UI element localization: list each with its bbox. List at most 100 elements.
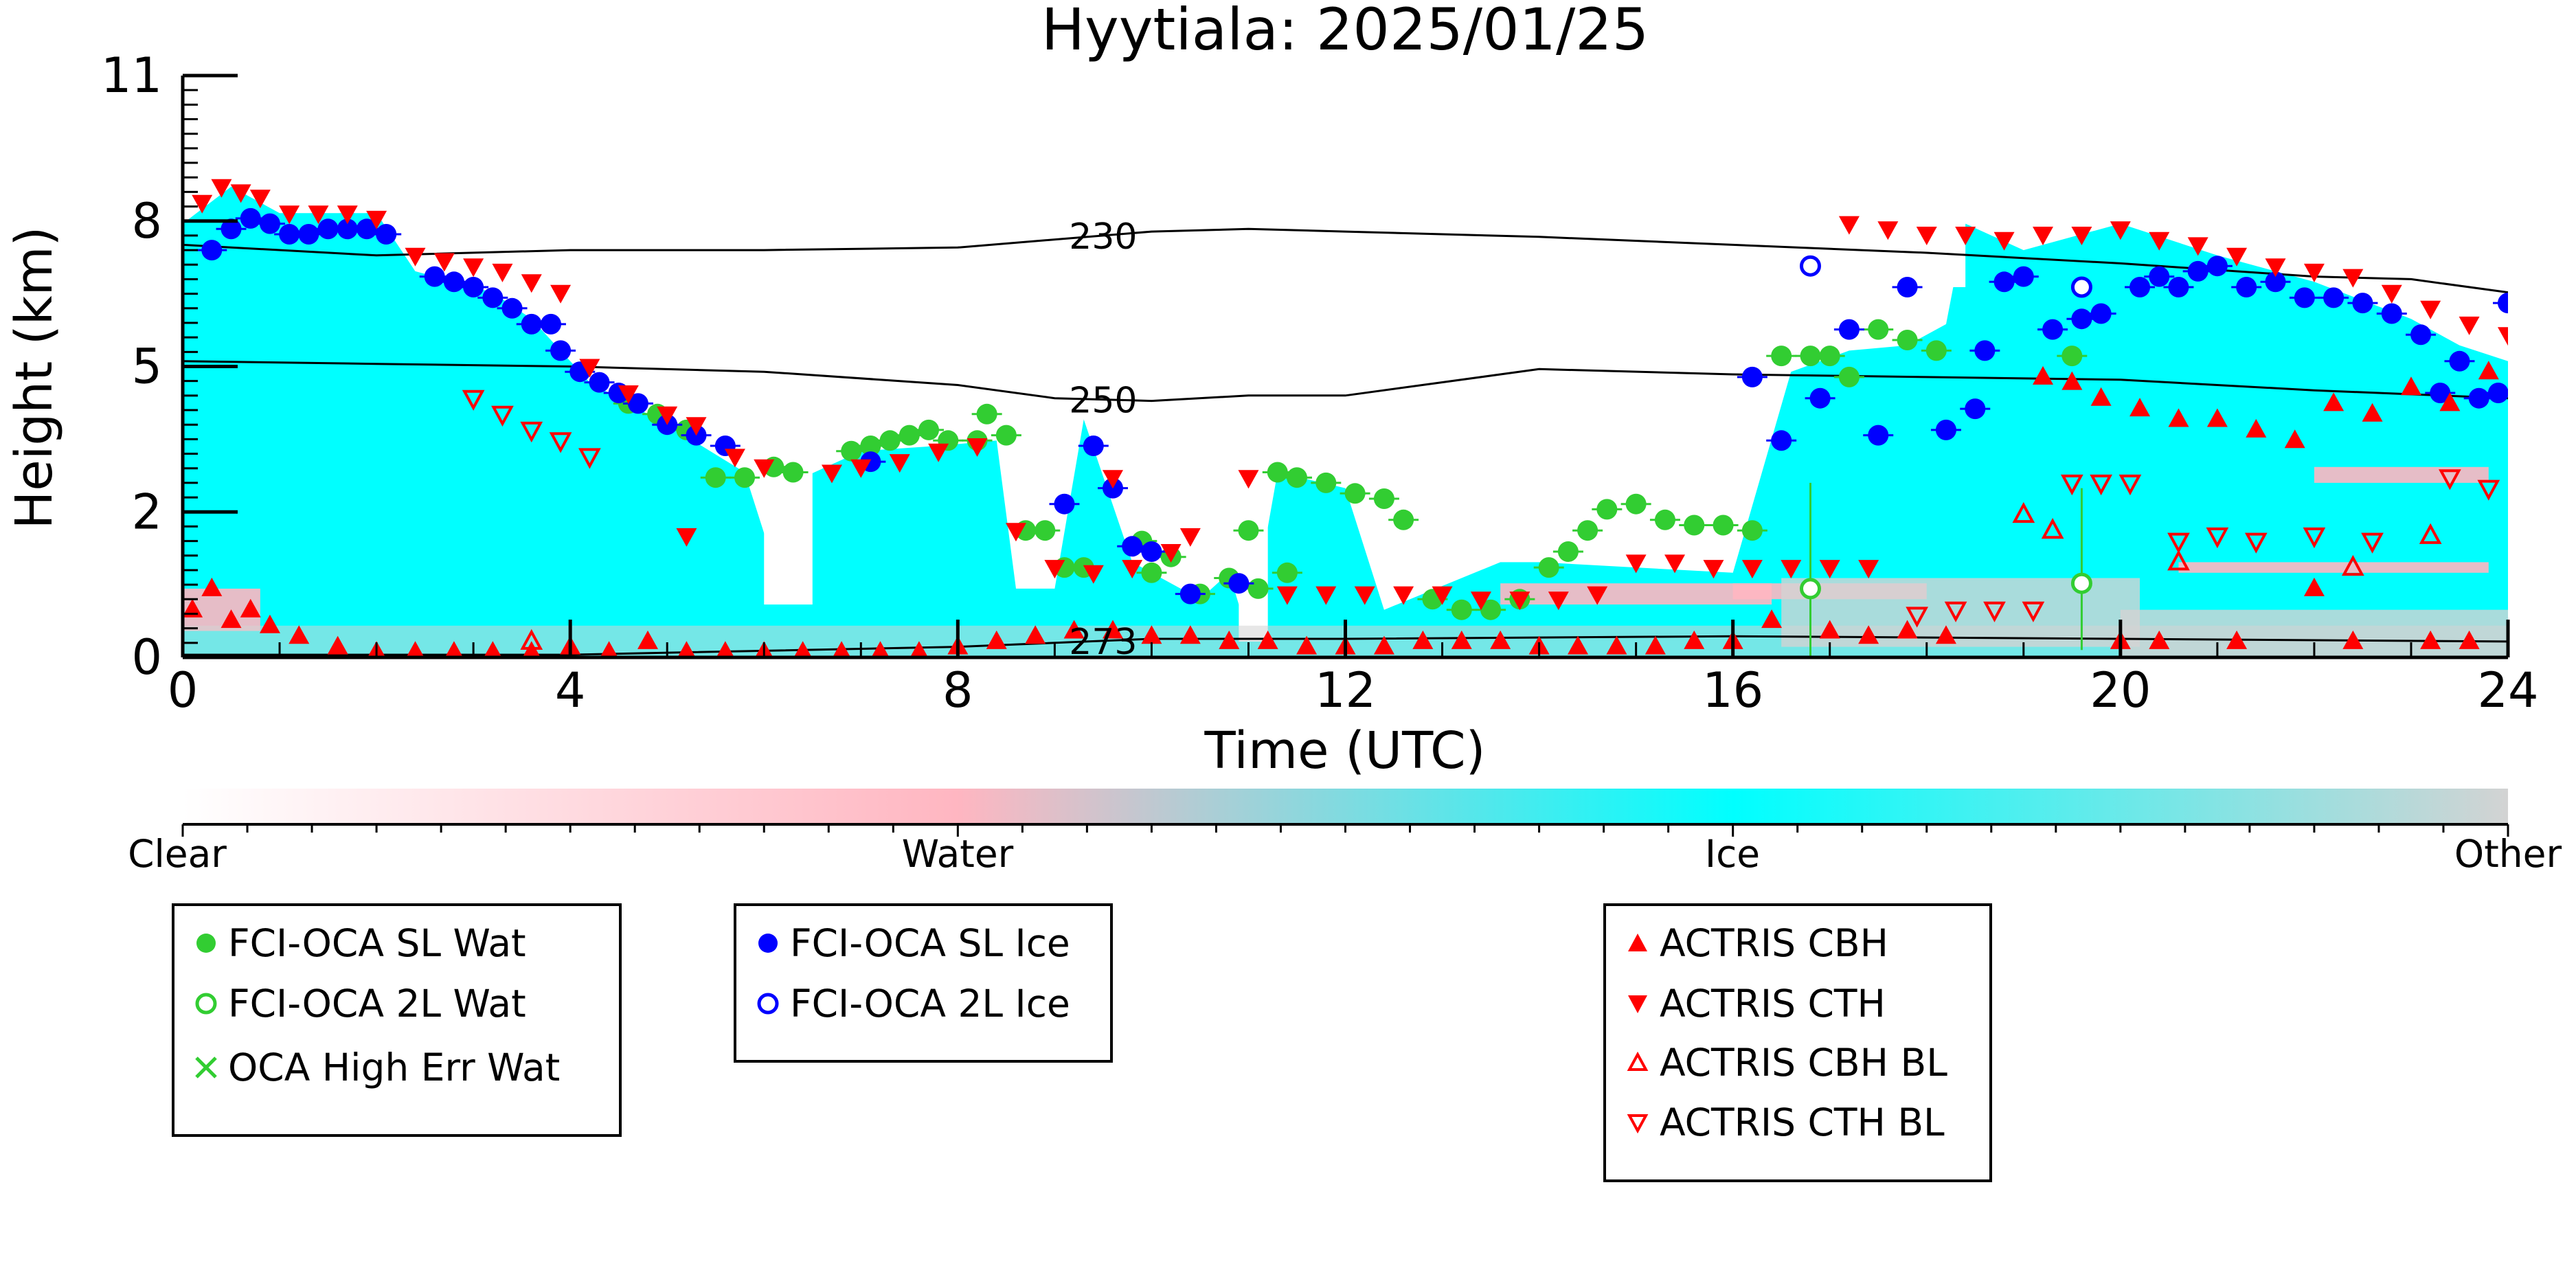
legend-ice: FCI-OCA SL Ice FCI-OCA 2L Ice bbox=[734, 903, 1113, 1063]
y-tick-label: 2 bbox=[131, 484, 162, 540]
chart-title: Hyytiala: 2025/01/25 bbox=[1041, 0, 1649, 63]
marker-fci-oca-sl-ice bbox=[2410, 324, 2432, 346]
marker-actris-cth bbox=[754, 459, 775, 478]
marker-fci-oca-sl-ice bbox=[337, 218, 358, 240]
marker-actris-cbh bbox=[716, 641, 734, 657]
marker-fci-oca-sl-ice bbox=[2323, 287, 2345, 308]
legend-label: FCI-OCA 2L Ice bbox=[790, 982, 1070, 1026]
marker-actris-cth bbox=[2033, 227, 2053, 245]
marker-fci-oca-sl-ice bbox=[1141, 541, 1162, 562]
marker-fci-oca-sl-ice bbox=[240, 207, 261, 229]
marker-fci-oca-sl-ice bbox=[1228, 573, 1250, 594]
marker-actris-cth-bl bbox=[578, 448, 601, 469]
clear-gap bbox=[764, 366, 813, 605]
marker-actris-cth bbox=[492, 263, 513, 282]
marker-actris-cth-bl bbox=[2244, 532, 2268, 554]
marker-fci-oca-sl-ice bbox=[2013, 266, 2034, 287]
marker-fci-oca-sl-wat bbox=[1771, 346, 1792, 367]
marker-fci-oca-sl-ice bbox=[2149, 266, 2170, 287]
marker-fci-oca-sl-ice bbox=[1838, 319, 1860, 340]
marker-fci-oca-sl-wat bbox=[1035, 520, 1056, 541]
marker-fci-oca-sl-wat bbox=[1596, 499, 1618, 520]
marker-actris-cth bbox=[337, 205, 358, 225]
marker-actris-cbh bbox=[1257, 630, 1278, 649]
marker-actris-cth bbox=[1703, 560, 1724, 579]
water-patch bbox=[2314, 466, 2489, 483]
marker-actris-cth-bl bbox=[2022, 601, 2045, 622]
marker-actris-cth bbox=[1432, 586, 1453, 605]
marker-actris-cbh-bl bbox=[2041, 518, 2064, 539]
marker-actris-cth bbox=[676, 528, 697, 547]
marker-fci-oca-sl-ice bbox=[463, 277, 484, 297]
marker-actris-cbh bbox=[2420, 630, 2441, 649]
marker-fci-oca-sl-wat bbox=[1315, 472, 1337, 493]
legend-marker-triangle-down-open-red bbox=[1627, 1114, 1649, 1134]
marker-actris-cth-bl bbox=[2303, 527, 2326, 549]
marker-actris-cbh bbox=[793, 641, 812, 657]
marker-actris-cbh bbox=[2129, 398, 2151, 417]
marker-actris-cth bbox=[2498, 327, 2508, 346]
legend-marker-filled-circle-blue bbox=[758, 934, 778, 953]
marker-actris-cth bbox=[2110, 221, 2131, 240]
marker-actris-cth bbox=[657, 406, 678, 425]
y-tick-label: 11 bbox=[101, 47, 162, 104]
legend-entry: OCA High Err Wat bbox=[191, 1046, 560, 1089]
colorbar-label-clear: Clear bbox=[128, 832, 227, 876]
marker-fci-oca-sl-ice bbox=[2294, 287, 2315, 308]
marker-fci-oca-sl-ice bbox=[550, 340, 572, 361]
marker-actris-cth bbox=[850, 459, 872, 478]
marker-actris-cbh bbox=[327, 635, 348, 655]
legend-entry: FCI-OCA 2L Wat bbox=[191, 982, 526, 1026]
x-tick-label: 16 bbox=[1702, 662, 1763, 719]
marker-fci-oca-sl-ice bbox=[2206, 256, 2228, 277]
marker-actris-cth bbox=[308, 205, 329, 225]
marker-actris-cth bbox=[889, 454, 910, 473]
marker-fci-oca-sl-ice bbox=[1897, 277, 1918, 297]
marker-actris-cbh bbox=[2226, 630, 2248, 649]
marker-actris-cth-bl bbox=[491, 405, 514, 427]
legend-entry: ACTRIS CBH BL bbox=[1623, 1041, 1947, 1085]
x-tick-label: 0 bbox=[168, 662, 199, 719]
marker-fci-oca-sl-wat bbox=[2061, 346, 2083, 367]
colorbar-ticks bbox=[181, 824, 2509, 837]
legend-label: ACTRIS CTH bbox=[1660, 982, 1886, 1026]
marker-actris-cbh bbox=[1451, 630, 1472, 649]
marker-fci-oca-sl-wat bbox=[1267, 462, 1288, 483]
marker-fci-oca-sl-ice bbox=[1054, 493, 1075, 515]
marker-actris-cbh bbox=[2168, 408, 2189, 427]
marker-actris-cbh bbox=[484, 641, 502, 657]
marker-actris-cth-bl bbox=[2206, 527, 2229, 549]
marker-actris-cbh bbox=[201, 577, 223, 596]
marker-actris-cbh bbox=[2400, 376, 2421, 396]
marker-actris-cth bbox=[2187, 237, 2208, 256]
marker-actris-cth bbox=[1741, 560, 1763, 579]
marker-actris-cth bbox=[1083, 565, 1104, 584]
marker-fci-oca-2l-wat bbox=[2070, 572, 2092, 594]
marker-actris-cbh bbox=[2061, 371, 2083, 390]
marker-fci-oca-sl-wat bbox=[705, 467, 726, 488]
marker-actris-cth bbox=[579, 359, 600, 378]
marker-actris-cth bbox=[686, 417, 707, 436]
marker-actris-cbh bbox=[2090, 387, 2112, 406]
marker-fci-oca-sl-wat bbox=[1925, 340, 1947, 361]
legend-marker-open-circle-green bbox=[195, 993, 217, 1015]
marker-actris-cth bbox=[1858, 560, 1879, 579]
marker-actris-cth bbox=[2381, 284, 2402, 304]
marker-actris-cth bbox=[967, 438, 988, 457]
legend-marker-triangle-down-filled-red bbox=[1628, 995, 1647, 1013]
colorbar: Clear Water Ice Other bbox=[128, 789, 2562, 876]
legend-marker-triangle-up-filled-red bbox=[1628, 934, 1647, 951]
marker-actris-cth bbox=[521, 274, 542, 293]
legend-water: FCI-OCA SL Wat FCI-OCA 2L Wat OCA High E… bbox=[172, 903, 622, 1137]
legend-entry: ACTRIS CTH bbox=[1623, 982, 1886, 1026]
marker-fci-oca-sl-ice bbox=[521, 313, 542, 335]
marker-fci-oca-sl-ice bbox=[443, 271, 464, 293]
marker-actris-cth bbox=[550, 284, 572, 304]
marker-actris-cth bbox=[1276, 586, 1298, 605]
legend-label: ACTRIS CBH BL bbox=[1660, 1041, 1947, 1085]
marker-actris-cbh bbox=[2303, 577, 2325, 596]
marker-actris-cth bbox=[2149, 231, 2170, 251]
marker-actris-cbh bbox=[1935, 625, 1956, 644]
x-tick-label: 24 bbox=[2477, 662, 2538, 719]
marker-actris-cbh bbox=[1684, 630, 1705, 649]
